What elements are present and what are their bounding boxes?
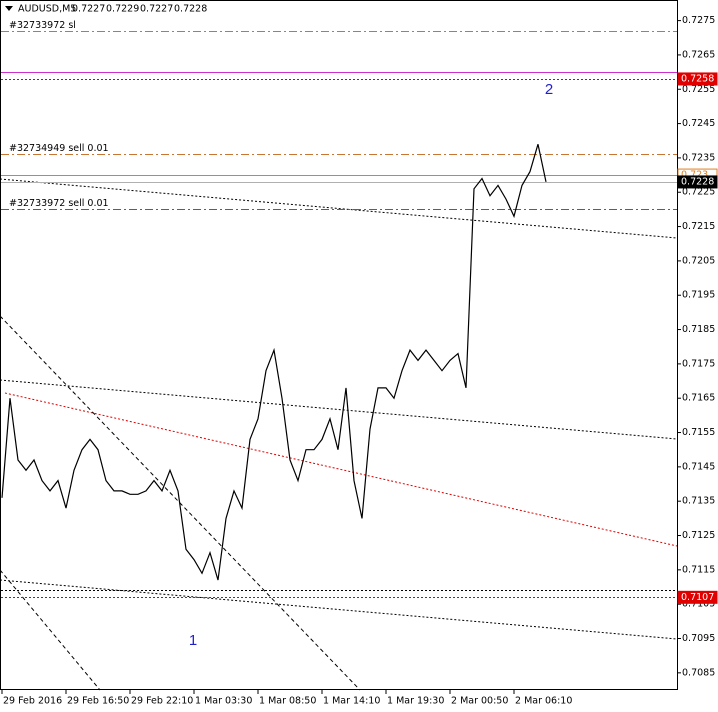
y-tick-label: 0.7155 [682,427,715,438]
y-tick-label: 0.7235 [682,152,715,163]
trend-line [0,178,678,239]
ohlc-value: 0.7229 [106,4,139,15]
plot-frame [0,0,678,690]
y-tick-label: 0.7125 [682,530,715,541]
y-tick-label: 0.7085 [682,667,715,678]
annotation: 2 [545,81,553,98]
price-tag-label: 0.7258 [681,73,714,84]
trend-line [0,579,678,640]
y-tick-label: 0.7245 [682,118,715,129]
ohlc-value: 0.7227 [72,4,105,15]
trend-line [0,569,101,691]
x-tick-label: 29 Feb 22:10 [131,696,193,707]
price-tag-label: 0.723 [681,170,708,181]
x-tick-label: 1 Mar 19:30 [387,696,444,707]
y-tick-label: 0.7095 [682,633,715,644]
price-tag-label: 0.7228 [681,176,714,187]
ohlc-value: 0.7228 [174,4,207,15]
y-tick-label: 0.7145 [682,461,715,472]
y-tick-label: 0.7255 [682,84,715,95]
y-tick-label: 0.7185 [682,324,715,335]
ohlc-value: 0.7227 [140,4,173,15]
price-tag [677,590,718,604]
y-tick-label: 0.7225 [682,187,715,198]
order-label: #32733972 sell 0.01 [9,198,109,209]
y-tick-label: 0.7105 [682,599,715,610]
order-label: #32733972 sl [9,20,76,31]
x-tick-label: 29 Feb 2016 [3,696,62,707]
x-tick-label: 2 Mar 06:10 [515,696,572,707]
y-tick-label: 0.7135 [682,496,715,507]
symbol-title: AUDUSD,M5 [18,4,76,15]
price-tag [677,72,718,86]
x-tick-label: 1 Mar 14:10 [323,696,380,707]
y-tick-label: 0.7165 [682,393,715,404]
annotation: 1 [189,632,197,649]
x-tick-label: 2 Mar 00:50 [451,696,508,707]
price-tag-label: 0.7107 [681,592,714,603]
price-line [1,144,547,581]
trend-line [0,379,678,440]
x-tick-label: 1 Mar 03:30 [195,696,252,707]
menu-arrow[interactable] [5,6,13,11]
price-tag [677,175,718,189]
y-tick-label: 0.7265 [682,49,715,60]
y-tick-label: 0.7115 [682,564,715,575]
order-label: #32734949 sell 0.01 [9,143,109,154]
y-tick-label: 0.7205 [682,255,715,266]
y-tick-label: 0.7215 [682,221,715,232]
y-tick-label: 0.7175 [682,358,715,369]
y-tick-label: 0.7195 [682,290,715,301]
y-tick-label: 0.7275 [682,15,715,26]
trend-line [4,392,678,547]
x-tick-label: 1 Mar 08:50 [259,696,316,707]
x-tick-label: 29 Feb 16:50 [67,696,129,707]
